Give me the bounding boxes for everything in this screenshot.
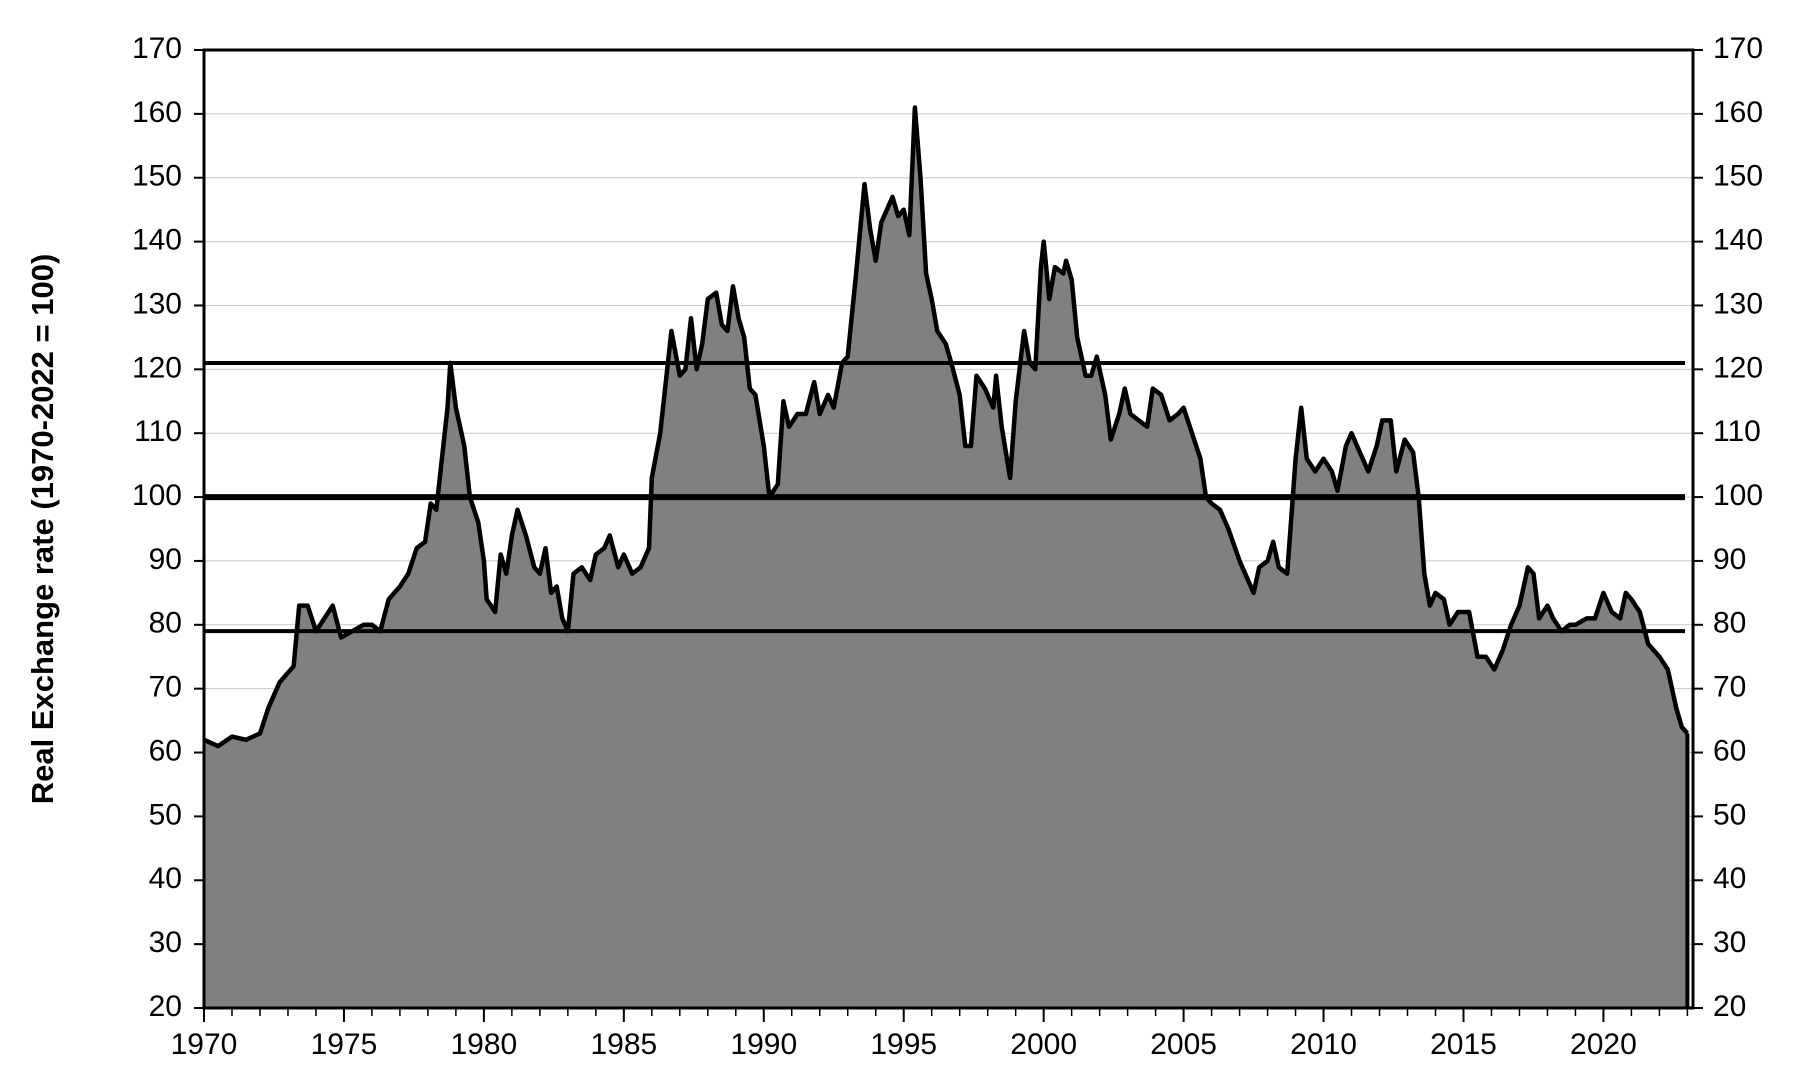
- x-tick-label: 1970: [171, 1028, 238, 1061]
- y-tick-label: 100: [132, 479, 182, 512]
- area: [204, 107, 1688, 1008]
- y2-tick-label: 150: [1713, 160, 1763, 193]
- y-tick-label: 140: [132, 224, 182, 257]
- y2-tick-label: 120: [1713, 351, 1763, 384]
- y-tick-label: 60: [149, 734, 182, 767]
- y-tick-label: 170: [132, 32, 182, 65]
- y-tick-label: 80: [149, 607, 182, 640]
- x-tick-label: 1975: [311, 1028, 378, 1061]
- plot-frame: [202, 48, 1695, 1010]
- y-tick-label: 120: [132, 351, 182, 384]
- y2-tick-label: 170: [1713, 32, 1763, 65]
- y2-tick-label: 140: [1713, 224, 1763, 257]
- x-tick-label: 1990: [730, 1028, 797, 1061]
- y-tick-label: 70: [149, 671, 182, 704]
- y2-tick-label: 40: [1713, 862, 1746, 895]
- y2-tick-label: 90: [1713, 543, 1746, 576]
- x-tick-label: 2020: [1570, 1028, 1637, 1061]
- y2-tick-label: 70: [1713, 671, 1746, 704]
- y2-tick-label: 20: [1713, 990, 1746, 1023]
- x-tick-label: 2010: [1290, 1028, 1357, 1061]
- x-tick-label: 2005: [1150, 1028, 1217, 1061]
- x-tick-label: 2000: [1010, 1028, 1077, 1061]
- y-tick-label: 50: [149, 798, 182, 831]
- y-tick-label: 30: [149, 926, 182, 959]
- y2-tick-label: 110: [1713, 415, 1761, 448]
- y-tick-label: 130: [132, 287, 182, 320]
- line: [203, 105, 1690, 749]
- y2-tick-label: 30: [1713, 926, 1746, 959]
- x-tick-label: 1985: [590, 1028, 657, 1061]
- y-tick-label: 150: [132, 160, 182, 193]
- y-axis-label: Real Exchange rate (1970-2022 = 100): [25, 254, 60, 805]
- y2-tick-label: 80: [1713, 607, 1746, 640]
- y2-tick-label: 50: [1713, 798, 1746, 831]
- y-tick-label: 90: [149, 543, 182, 576]
- x-tick-label: 1995: [870, 1028, 937, 1061]
- y2-tick-label: 130: [1713, 287, 1763, 320]
- x-tick-label: 2015: [1430, 1028, 1497, 1061]
- x-tick-label: 1980: [451, 1028, 518, 1061]
- y2-tick-label: 60: [1713, 734, 1746, 767]
- y-tick-label: 160: [132, 96, 182, 129]
- y2-tick-label: 100: [1713, 479, 1763, 512]
- y2-tick-label: 160: [1713, 96, 1763, 129]
- y-tick-label: 20: [149, 990, 182, 1023]
- y-tick-label: 40: [149, 862, 182, 895]
- y-tick-label: 110: [134, 415, 182, 448]
